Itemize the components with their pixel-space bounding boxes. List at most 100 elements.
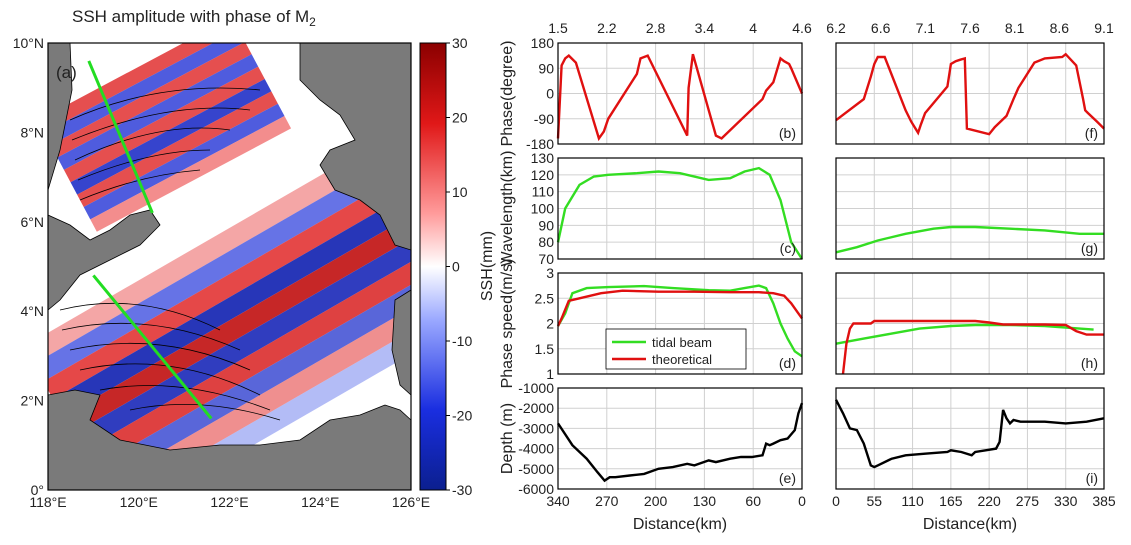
ytick: -180 <box>526 136 554 152</box>
land-south <box>48 389 411 490</box>
panel-label: (g) <box>1081 240 1098 256</box>
top-xtick: 4 <box>749 20 757 36</box>
beam-line-south <box>92 274 213 420</box>
panel-frame <box>557 42 803 145</box>
map-title: SSH amplitude with phase of M2 <box>72 7 316 29</box>
ytick: 180 <box>531 35 555 51</box>
map-ytick: 6°N <box>21 214 45 230</box>
panel-frame <box>557 272 803 375</box>
ytick: -2000 <box>518 400 554 416</box>
map-xtick: 120°E <box>120 494 158 510</box>
xtick: 385 <box>1092 493 1116 509</box>
map-ticks: 118°E 120°E 122°E 124°E 126°E 0° 2°N 4°N 6°N 8°N 1… <box>13 35 430 510</box>
panel-label: (c) <box>780 240 796 256</box>
panel-label: (b) <box>779 125 796 141</box>
ylabel: Depth (m) <box>499 403 516 474</box>
map-ytick: 2°N <box>21 393 45 409</box>
series-phase <box>835 52 1105 136</box>
ytick: 2 <box>546 316 554 332</box>
series-wavelength <box>556 166 804 260</box>
ytick: -5000 <box>518 461 554 477</box>
ytick: 110 <box>532 184 555 200</box>
ytick: 2.5 <box>535 290 555 306</box>
panel-label: (e) <box>779 470 796 486</box>
ytick: 3 <box>546 265 554 281</box>
xtick: 270 <box>595 493 619 509</box>
panel-d: 3 2.5 2 1.5 1 Phase speed(m/s) (d) tidal beam th… <box>499 259 803 389</box>
panel-label: (h) <box>1081 355 1098 371</box>
top-xtick: 4.6 <box>792 20 812 36</box>
colorbar-tick: 30 <box>452 35 468 51</box>
series-theoretical <box>556 289 803 327</box>
panel-b: 180 90 0 -90 -180 Phase(degree) (b) 1.5 2.2 2.8 3.… <box>499 20 812 152</box>
top-xtick: 2.8 <box>646 20 666 36</box>
xtick: 0 <box>832 493 840 509</box>
profile-panels: 180 90 0 -90 -180 Phase(degree) (b) 1.5 2.2 2.8 3.… <box>499 20 1116 533</box>
map-ytick: 10°N <box>13 35 44 51</box>
top-xtick: 8.6 <box>1050 20 1070 36</box>
panel-frame <box>835 387 1105 490</box>
top-xtick: 7.6 <box>960 20 980 36</box>
series-wavelength <box>835 225 1104 254</box>
colorbar-tick: 20 <box>452 110 468 126</box>
legend: tidal beam theoretical <box>605 328 747 370</box>
panel-label: (d) <box>779 355 796 371</box>
ylabel: Phase speed(m/s) <box>499 259 516 389</box>
beam-line-north <box>87 60 154 214</box>
ytick: -90 <box>534 111 554 127</box>
legend-entry: tidal beam <box>652 335 712 350</box>
xtick: 110 <box>901 493 924 509</box>
map-xtick: 122°E <box>210 494 248 510</box>
colorbar-tick: -20 <box>452 408 472 424</box>
ytick: 80 <box>538 234 554 250</box>
xlabel: Distance(km) <box>923 516 1017 533</box>
panel-label-a: (a) <box>56 63 77 82</box>
series-theoretical <box>841 319 1104 375</box>
colorbar-tick: -10 <box>452 333 472 349</box>
colorbar-tick: 10 <box>452 184 468 200</box>
series-depth <box>556 402 804 483</box>
colorbar <box>419 42 447 491</box>
panel-frame <box>835 157 1105 260</box>
land-east <box>391 289 411 396</box>
land-northwest <box>48 43 73 191</box>
top-xtick: 1.5 <box>548 20 568 36</box>
top-xtick: 8.1 <box>1005 20 1025 36</box>
top-xtick: 7.1 <box>916 20 936 36</box>
top-xtick: 6.6 <box>871 20 891 36</box>
ytick: 0 <box>546 86 554 102</box>
ytick: -1000 <box>518 380 554 396</box>
panel-g: (g) <box>835 157 1105 260</box>
top-xtick: 2.2 <box>597 20 617 36</box>
ylabel: Phase(degree) <box>499 41 516 147</box>
ylabel: Wavelength(km) <box>499 151 516 267</box>
panel-frame <box>835 42 1105 145</box>
panel-frame <box>835 272 1105 375</box>
ytick: 120 <box>531 167 555 183</box>
land-northeast <box>299 43 411 251</box>
map-ytick: 0° <box>31 482 44 498</box>
series-tidal-beam <box>556 284 803 358</box>
ytick: -4000 <box>518 441 554 457</box>
panel-label: (i) <box>1086 470 1098 486</box>
top-xtick: 3.4 <box>695 20 715 36</box>
xtick: 275 <box>1016 493 1040 509</box>
ytick: 1.5 <box>535 341 555 357</box>
ytick: 90 <box>538 217 554 233</box>
series-tidal-beam <box>835 323 1094 345</box>
ytick: 100 <box>531 201 555 217</box>
legend-entry: theoretical <box>652 352 712 367</box>
top-xtick: 9.1 <box>1094 20 1114 36</box>
panel-frame <box>557 387 803 490</box>
ytick: 70 <box>538 251 554 267</box>
land-west-islands <box>48 209 161 311</box>
series-phase <box>556 53 804 142</box>
xtick: 200 <box>644 493 668 509</box>
panel-label: (f) <box>1085 125 1098 141</box>
map-ytick: 4°N <box>21 303 45 319</box>
series-depth <box>834 399 1105 469</box>
xtick: 0 <box>798 493 806 509</box>
